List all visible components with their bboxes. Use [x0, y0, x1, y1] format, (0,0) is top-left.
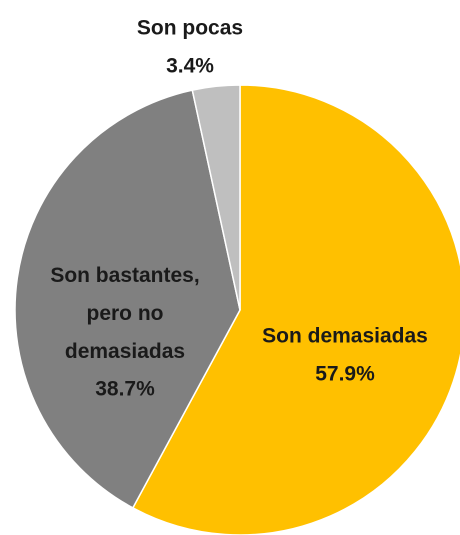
- pie-slice: [14, 89, 241, 509]
- slice-label: Son bastantes, pero no demasiadas: [50, 264, 199, 363]
- slice-value-label: 57.9%: [315, 363, 375, 386]
- slice-value-label: 3.4%: [166, 55, 214, 78]
- pie-slice: [191, 84, 241, 311]
- slice-value-label: 38.7%: [95, 378, 155, 401]
- slice-label: Son pocas: [137, 17, 243, 40]
- slice-label: Son demasiadas: [262, 325, 428, 348]
